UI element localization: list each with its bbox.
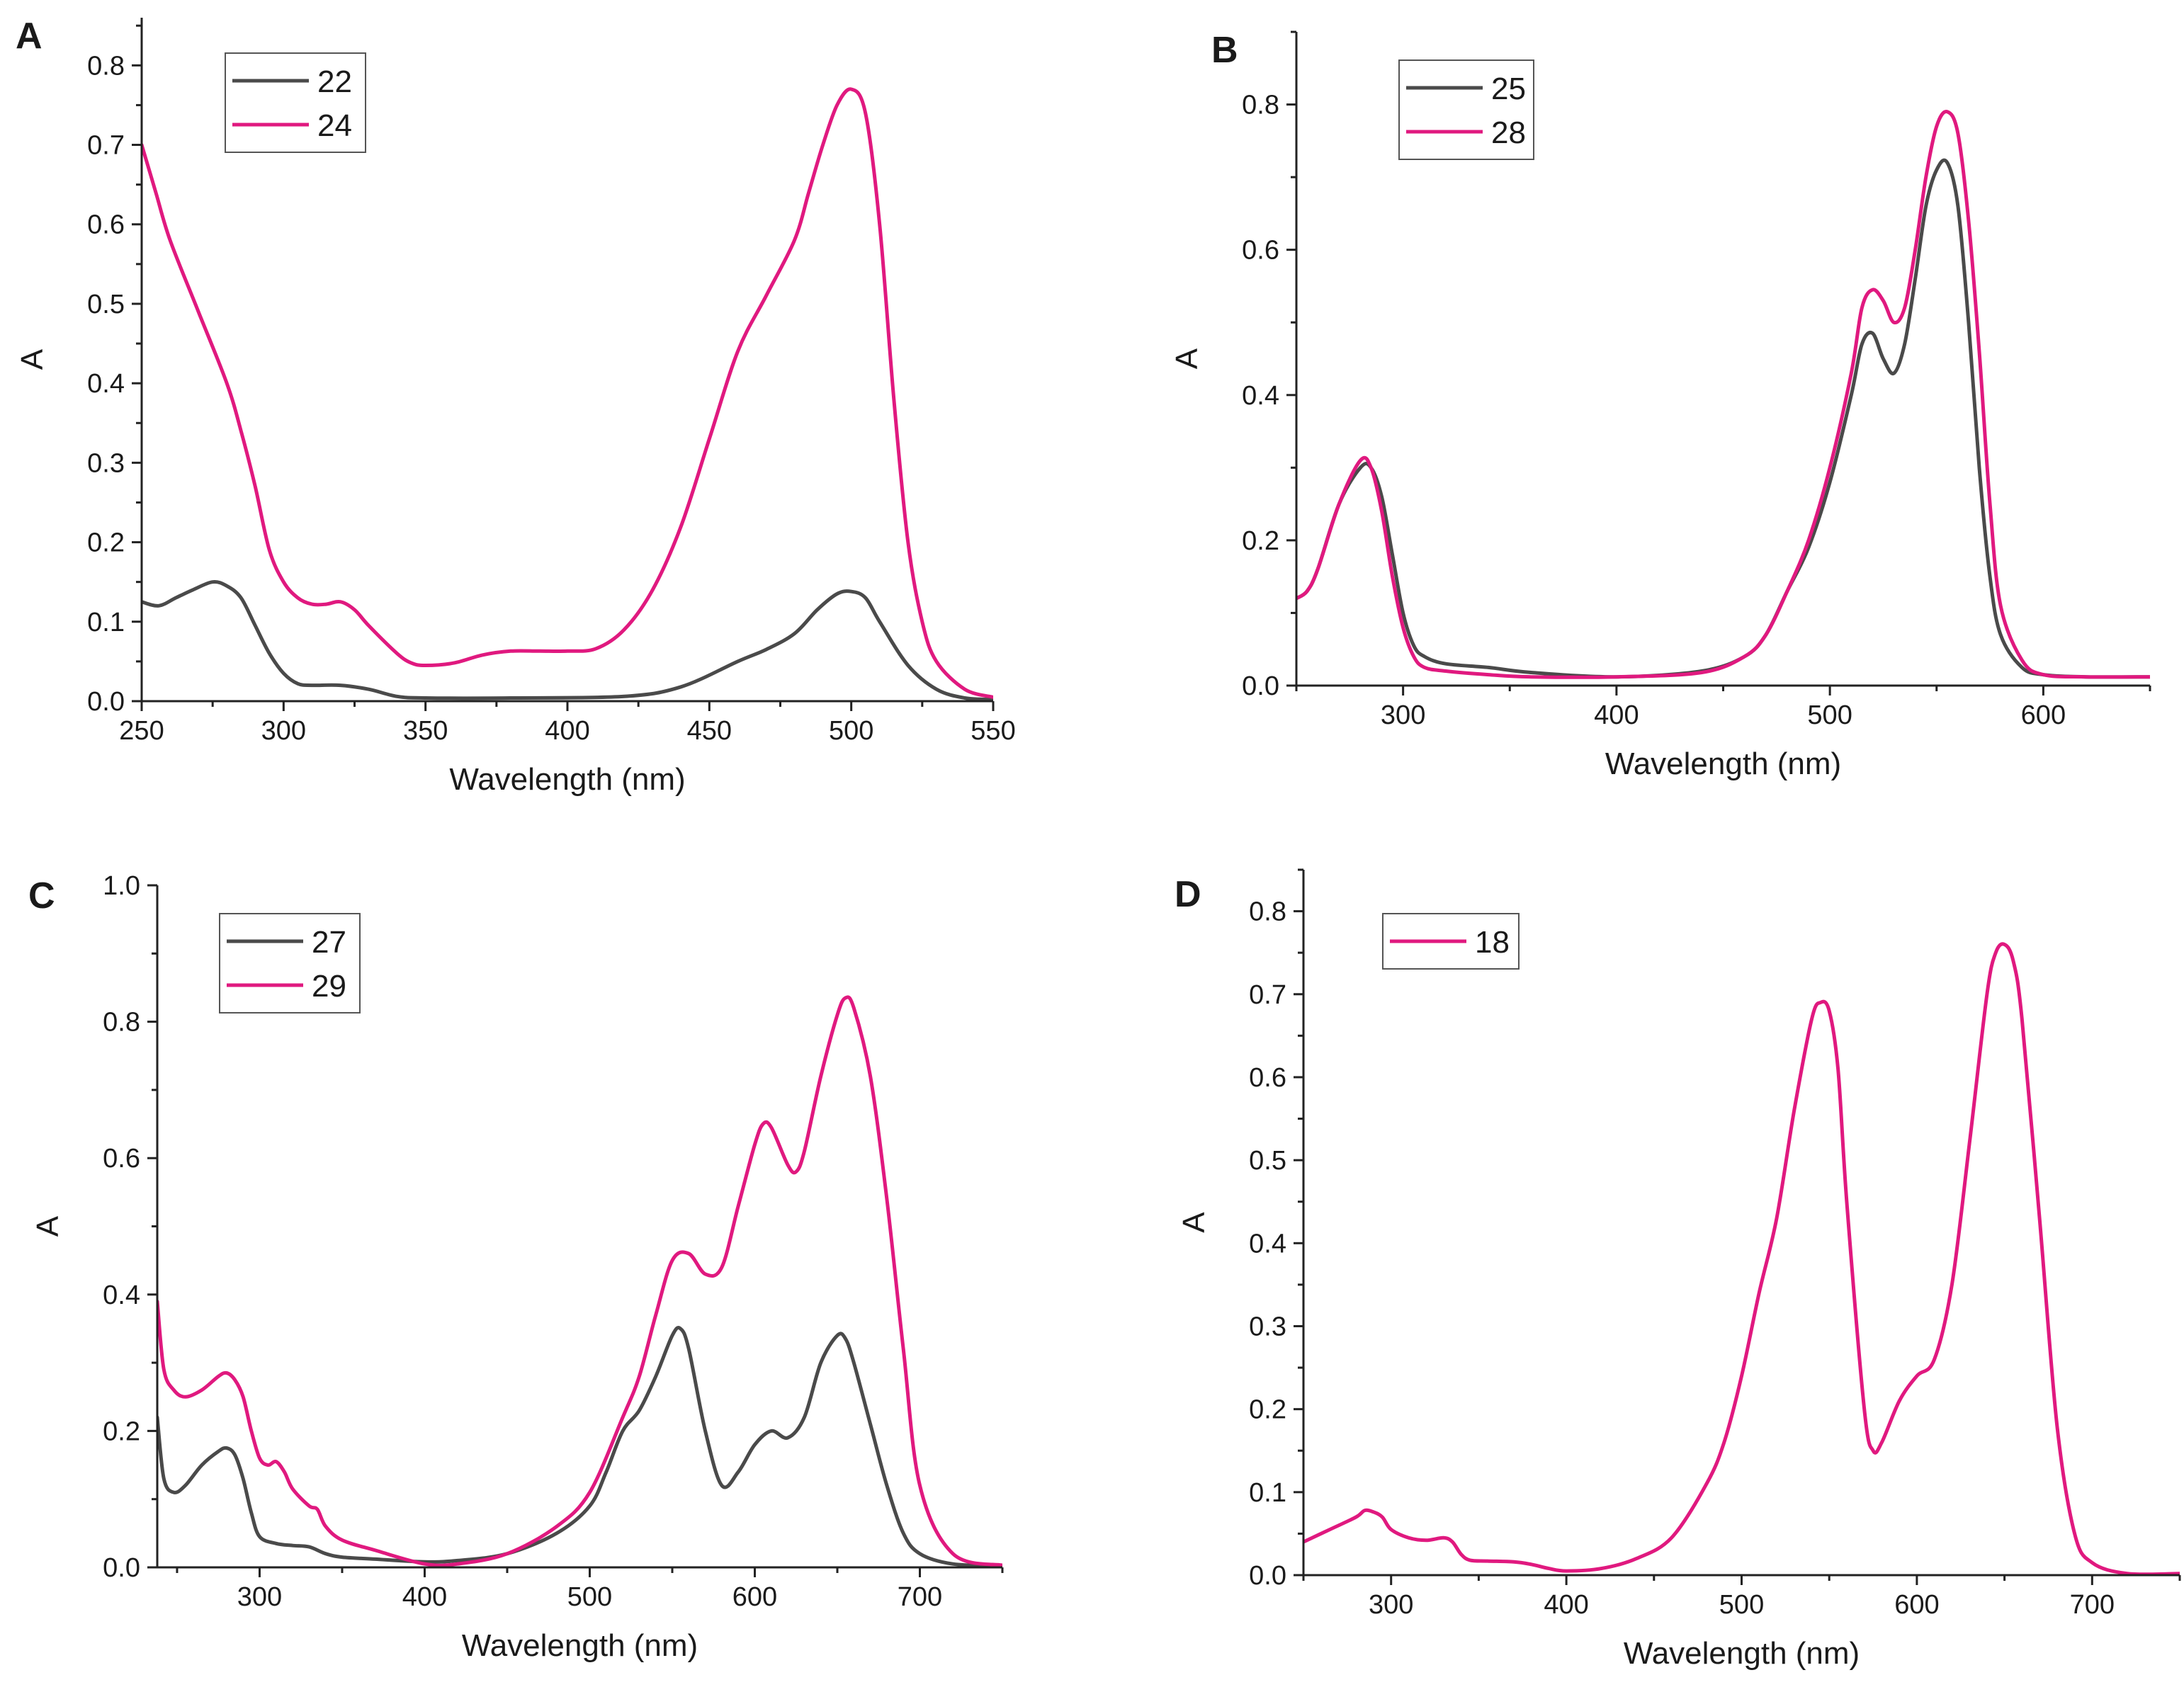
- y-tick-label: 0.8: [1242, 91, 1279, 120]
- panel-d: D 300 400 500 600 700 0.0 0.1 0.2 0.3 0.4 0.5 0.6 0.7…: [1175, 868, 2181, 1671]
- y-axis-title: A: [1170, 348, 1204, 369]
- series-group: [1303, 942, 2180, 1575]
- y-tick-label: 0.1: [87, 608, 125, 637]
- legend-label: 22: [317, 64, 352, 99]
- y-tick-label: 0.3: [1249, 1312, 1286, 1341]
- x-tick-label: 300: [1381, 700, 1425, 730]
- x-axis-title: Wavelength (nm): [462, 1628, 698, 1663]
- x-tick-label: 600: [732, 1582, 777, 1612]
- x-tick-label: 250: [119, 716, 164, 746]
- series-line-25: [1296, 158, 2150, 679]
- panel-letter: A: [16, 16, 43, 57]
- series-group: [157, 995, 1002, 1567]
- x-tick-label: 500: [567, 1582, 612, 1612]
- legend-box: [225, 52, 366, 153]
- x-tick-label: 700: [2070, 1590, 2115, 1620]
- y-tick-label: 0.0: [1242, 671, 1279, 701]
- legend-label: 27: [312, 925, 346, 960]
- y-tick-label: 0.8: [1249, 897, 1286, 927]
- y-tick-label: 0.4: [87, 369, 125, 399]
- panel-letter: B: [1211, 30, 1238, 71]
- panel-letter: C: [28, 875, 55, 916]
- x-tick-label: 400: [402, 1582, 447, 1612]
- y-axis-title: A: [1177, 1212, 1211, 1233]
- series-group: [1296, 110, 2150, 679]
- x-tick-label: 300: [1369, 1590, 1413, 1620]
- panel-letter: D: [1175, 874, 1201, 915]
- x-tick-label: 300: [237, 1582, 282, 1612]
- y-tick-label: 0.6: [1249, 1063, 1286, 1093]
- x-tick-label: 600: [1894, 1590, 1939, 1620]
- y-tick-label: 0.6: [103, 1144, 140, 1174]
- y-tick-label: 0.8: [87, 51, 125, 81]
- legend-box: [1398, 59, 1534, 160]
- panel-b: B 300 400 500 600 0.0 0.2 0.4 0.6 0.8 Wavelength (…: [1170, 30, 2151, 781]
- y-tick-label: 0.3: [87, 448, 125, 478]
- legend-label: 18: [1475, 925, 1510, 960]
- y-tick-label: 1.0: [103, 871, 140, 901]
- series-line-29: [157, 995, 1002, 1567]
- x-tick-label: 400: [545, 716, 589, 746]
- y-tick-label: 0.4: [1249, 1229, 1286, 1259]
- series-line-28: [1296, 110, 2150, 679]
- legend-label: 29: [312, 969, 346, 1004]
- x-tick-label: 300: [261, 716, 306, 746]
- y-tick-label: 0.5: [1249, 1146, 1286, 1176]
- y-tick-label: 0.7: [1249, 980, 1286, 1010]
- y-tick-label: 0.0: [87, 687, 125, 717]
- x-tick-label: 350: [403, 716, 448, 746]
- y-tick-label: 0.0: [1249, 1561, 1286, 1591]
- legend: 18: [1382, 913, 1520, 970]
- y-tick-label: 0.2: [103, 1416, 140, 1446]
- series-line-22: [142, 580, 993, 701]
- y-tick-label: 0.7: [87, 131, 125, 161]
- panel-c: C 300 400 500 600 700 0.0 0.2 0.4 0.6 0.8 1.0 Wavele…: [28, 871, 1004, 1663]
- y-tick-label: 0.2: [1242, 526, 1279, 556]
- y-tick-label: 0.2: [87, 528, 125, 558]
- y-tick-label: 0.8: [103, 1008, 140, 1038]
- x-tick-label: 600: [2021, 700, 2066, 730]
- y-axis-title: A: [30, 1215, 65, 1237]
- x-tick-label: 500: [1807, 700, 1852, 730]
- series-line-24: [142, 87, 993, 699]
- y-tick-label: 0.2: [1249, 1395, 1286, 1425]
- x-axis-title: Wavelength (nm): [1624, 1636, 1860, 1671]
- series-line-18: [1303, 942, 2180, 1575]
- x-axis-title: Wavelength (nm): [1605, 746, 1841, 781]
- legend-label: 28: [1491, 115, 1526, 150]
- y-tick-label: 0.6: [87, 210, 125, 240]
- y-tick-label: 0.5: [87, 290, 125, 319]
- y-tick-label: 0.4: [1242, 381, 1279, 411]
- series-line-27: [157, 1326, 1002, 1567]
- y-tick-label: 0.6: [1242, 236, 1279, 266]
- y-tick-label: 0.1: [1249, 1478, 1286, 1508]
- panel-a: A 250 300 350 400 450 500 550 0.0 0.1 0.2 0.3 0.4 0.5…: [15, 16, 1016, 797]
- legend-label: 25: [1491, 72, 1526, 106]
- y-axis-title: A: [15, 348, 50, 370]
- x-tick-label: 450: [687, 716, 732, 746]
- x-tick-label: 400: [1544, 1590, 1588, 1620]
- x-tick-label: 500: [1719, 1590, 1764, 1620]
- x-axis-title: Wavelength (nm): [449, 762, 685, 797]
- x-tick-label: 550: [971, 716, 1015, 746]
- y-tick-label: 0.0: [103, 1553, 140, 1583]
- legend-label: 24: [317, 108, 352, 143]
- x-tick-label: 400: [1594, 700, 1639, 730]
- series-group: [142, 87, 993, 701]
- legend-box: [219, 913, 361, 1014]
- x-tick-label: 700: [898, 1582, 942, 1612]
- y-tick-label: 0.4: [103, 1281, 140, 1310]
- x-tick-label: 500: [829, 716, 873, 746]
